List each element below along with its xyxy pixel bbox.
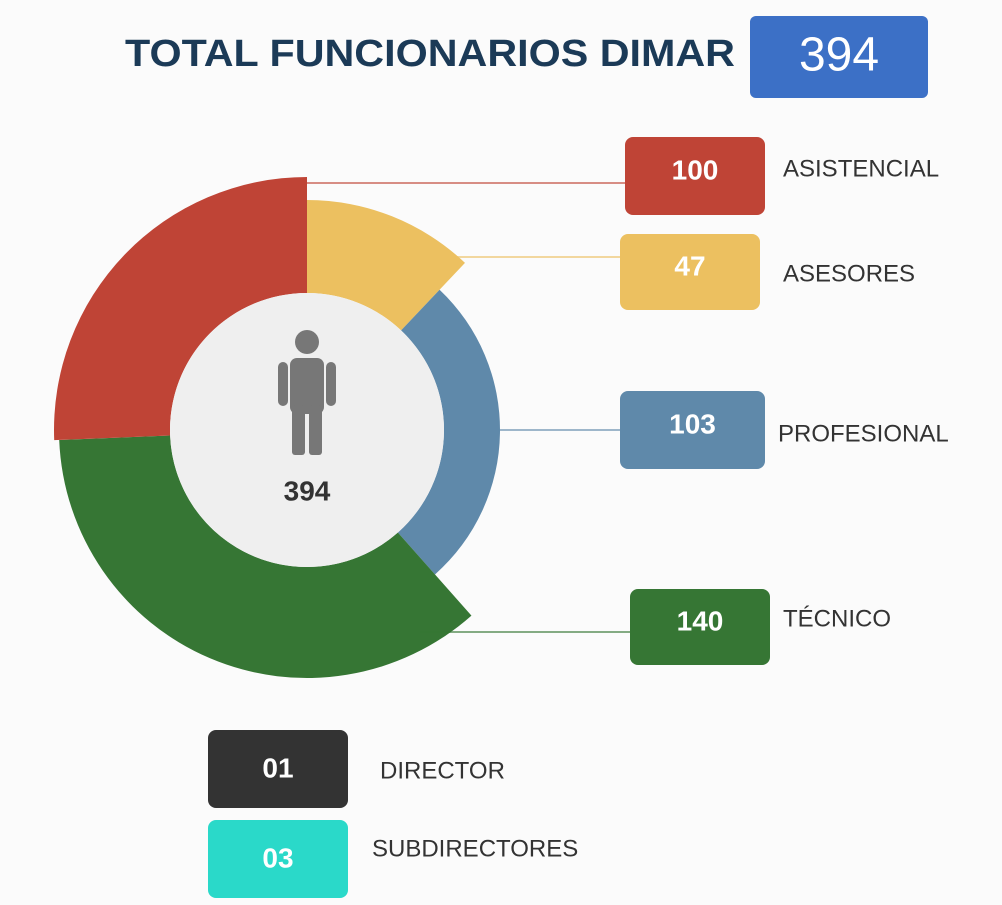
- category-label: TÉCNICO: [783, 605, 891, 632]
- chart-title: TOTAL FUNCIONARIOS DIMAR: [125, 33, 735, 75]
- value-box: [625, 137, 765, 215]
- segment: [307, 200, 465, 331]
- value-label: 103: [669, 408, 716, 439]
- staff-value: 03: [262, 842, 293, 873]
- value-box: [620, 391, 765, 469]
- staff-box: [208, 730, 348, 808]
- category-label: ASISTENCIAL: [783, 155, 939, 182]
- category-label: ASESORES: [783, 260, 915, 287]
- donut: [54, 177, 501, 678]
- value-label: 100: [672, 154, 719, 185]
- segment: [54, 177, 307, 441]
- total-value: 394: [799, 29, 879, 82]
- center-total: 394: [284, 475, 331, 506]
- segment: [397, 289, 501, 575]
- value-box: [630, 589, 770, 665]
- category-label: PROFESIONAL: [778, 420, 949, 447]
- staff-label: SUBDIRECTORES: [372, 835, 578, 862]
- staff-value: 01: [262, 752, 293, 783]
- staff-label: DIRECTOR: [380, 757, 505, 784]
- segment: [59, 435, 472, 678]
- person-icon: [278, 330, 336, 455]
- value-label: 47: [674, 250, 705, 281]
- staff-box: [208, 820, 348, 898]
- center-circle: [170, 293, 444, 567]
- total-badge: [750, 16, 928, 98]
- value-label: 140: [677, 605, 724, 636]
- value-box: [620, 234, 760, 310]
